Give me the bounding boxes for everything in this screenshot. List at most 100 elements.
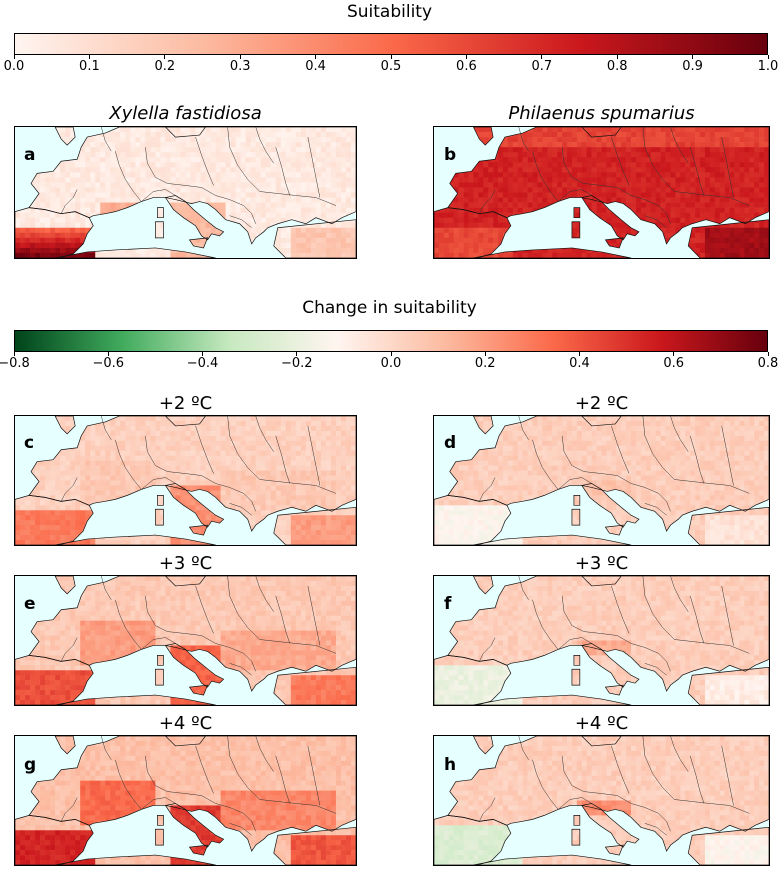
colorbar-tick-label: −0.2 <box>280 356 313 371</box>
raster-cell <box>200 147 206 153</box>
raster-cell <box>320 420 327 427</box>
raster-cell <box>185 162 191 168</box>
raster-cell <box>220 137 226 143</box>
raster-cell <box>660 187 666 193</box>
raster-cell <box>547 187 553 193</box>
raster-cell <box>230 202 236 208</box>
raster-cell <box>250 167 257 173</box>
raster-cell <box>270 142 277 148</box>
raster-cell <box>640 177 647 183</box>
raster-cell <box>631 182 637 188</box>
raster-cell <box>675 212 681 218</box>
raster-cell <box>315 222 322 229</box>
raster-cell <box>478 167 484 173</box>
raster-cell <box>270 445 277 452</box>
raster-cell <box>502 252 509 258</box>
raster-cell <box>45 237 51 244</box>
raster-cell <box>95 202 101 208</box>
raster-cell <box>547 247 553 254</box>
raster-cell <box>185 445 191 452</box>
raster-cell <box>512 172 519 178</box>
raster-cell <box>80 202 86 208</box>
raster-cell <box>478 202 484 208</box>
raster-cell <box>759 242 765 249</box>
raster-cell <box>571 167 578 173</box>
raster-cell <box>295 430 302 437</box>
raster-cell <box>724 127 730 133</box>
raster-cell <box>680 217 686 224</box>
raster-cell <box>325 202 332 208</box>
raster-cell <box>325 247 332 254</box>
raster-cell <box>225 182 231 188</box>
raster-cell <box>60 177 66 183</box>
raster-cell <box>660 202 666 208</box>
raster-cell <box>210 490 216 496</box>
raster-cell <box>350 202 356 208</box>
colorbar-tick-label: 0.0 <box>3 59 25 74</box>
raster-cell <box>611 172 617 178</box>
raster-cell <box>295 202 302 208</box>
raster-cell <box>759 197 765 203</box>
raster-cell <box>85 207 91 213</box>
raster-cell <box>270 450 277 456</box>
raster-cell <box>255 435 262 442</box>
raster-cell <box>150 182 156 188</box>
raster-cell <box>175 137 181 143</box>
raster-cell <box>160 182 166 188</box>
raster-cell <box>115 465 121 471</box>
raster-cell <box>90 207 96 213</box>
raster-cell <box>335 162 342 168</box>
raster-cell <box>680 207 686 213</box>
raster-cell <box>105 157 111 163</box>
raster-cell <box>55 470 61 476</box>
raster-cell <box>210 475 216 481</box>
raster-cell <box>695 202 701 208</box>
raster-cell <box>245 420 251 427</box>
raster-cell <box>729 212 735 218</box>
raster-cell <box>345 207 352 213</box>
raster-cell <box>660 182 666 188</box>
raster-cell <box>576 137 583 143</box>
raster-cell <box>65 247 71 254</box>
raster-cell <box>325 142 332 148</box>
raster-cell <box>345 420 352 427</box>
raster-cell <box>478 232 484 239</box>
raster-cell <box>280 480 287 486</box>
raster-cell <box>507 147 514 153</box>
raster-cell <box>95 430 101 437</box>
raster-cell <box>759 247 765 254</box>
raster-cell <box>690 182 696 188</box>
raster-cell <box>704 177 711 183</box>
raster-cell <box>280 425 287 432</box>
raster-cell <box>255 490 262 496</box>
raster-cell <box>65 187 71 193</box>
raster-cell <box>85 425 91 432</box>
raster-cell <box>645 202 652 208</box>
raster-cell <box>744 132 750 138</box>
raster-cell <box>85 137 91 143</box>
raster-cell <box>581 172 588 178</box>
raster-cell <box>230 217 236 224</box>
raster-cell <box>345 152 352 158</box>
raster-cell <box>567 177 573 183</box>
raster-cell <box>320 425 327 432</box>
raster-cell <box>110 480 116 486</box>
raster-cell <box>125 182 131 188</box>
raster-cell <box>463 202 469 208</box>
raster-cell <box>100 495 106 501</box>
raster-cell <box>175 430 181 437</box>
raster-cell <box>65 460 71 466</box>
raster-cell <box>120 192 126 198</box>
raster-cell <box>160 500 166 506</box>
raster-cell <box>675 167 681 173</box>
raster-cell <box>95 152 101 158</box>
raster-cell <box>704 142 711 148</box>
raster-cell <box>90 137 96 143</box>
raster-cell <box>115 127 121 133</box>
raster-cell <box>749 177 755 183</box>
raster-cell <box>230 137 236 143</box>
raster-cell <box>458 247 464 254</box>
raster-cell <box>764 152 769 158</box>
raster-cell <box>350 420 356 427</box>
raster-cell <box>175 495 181 501</box>
